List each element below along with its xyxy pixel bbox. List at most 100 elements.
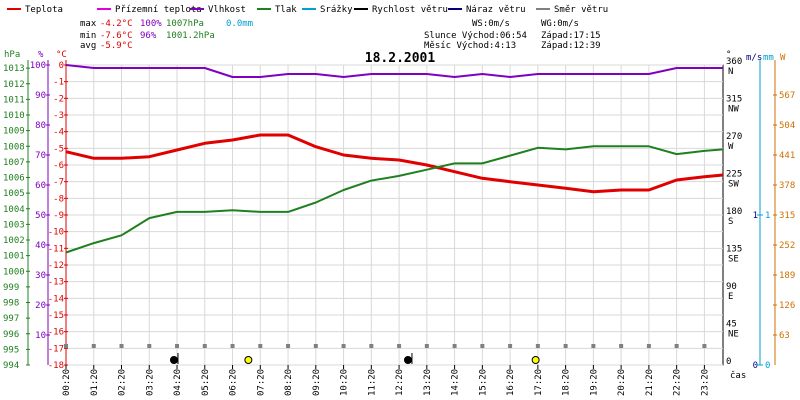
x-label-14: 14:20 (451, 369, 461, 396)
humidity-label-3: 40 (35, 241, 46, 251)
x-label-8: 08:20 (284, 369, 294, 396)
stats-min-label: min (80, 31, 96, 41)
direction-dir-3: SW (728, 180, 739, 190)
direction-dir-1: NW (728, 105, 739, 115)
direction-mark-9 (313, 344, 318, 348)
x-label-9: 09:20 (312, 369, 322, 396)
humidity-label-1: 20 (35, 301, 46, 311)
direction-label-0: 360 (726, 57, 742, 67)
x-label-22: 22:20 (673, 369, 683, 396)
direction-label-3: 225 (726, 170, 742, 180)
direction-mark-0 (64, 344, 68, 348)
direction-mark-22 (674, 344, 679, 348)
radiation-label-0: 63 (779, 331, 790, 341)
x-label-15: 15:20 (478, 369, 488, 396)
stats-block: max -4.2°C 100% 1007hPa 0.0mm min -7.6°C… (80, 19, 253, 51)
temperature-label-17: -17 (48, 344, 64, 354)
direction-mark-16 (508, 344, 513, 348)
legend: Teplota Přízemní teplota Vlhkost Tlak Srážky… (7, 5, 608, 15)
x-label-10: 10:20 (340, 369, 350, 396)
x-label-6: 06:20 (229, 369, 239, 396)
pressure-label-13: 1007 (3, 158, 25, 168)
humidity-label-4: 50 (35, 211, 46, 221)
temperature-label-12: -12 (48, 261, 64, 271)
pressure-label-5: 999 (3, 283, 19, 293)
stats-min-temp: -7.6°C (100, 31, 133, 41)
direction-mark-11 (369, 344, 374, 348)
stats-max-hum: 100% (140, 19, 162, 29)
x-label-1: 01:20 (90, 369, 100, 396)
temperature-label-9: -9 (53, 211, 64, 221)
x-label-7: 07:20 (256, 369, 266, 396)
time-unit: čas (730, 370, 746, 381)
humidity-label-2: 30 (35, 271, 46, 281)
axes: 9949959969979989991000100110021003100410… (3, 57, 795, 396)
humidity-label-8: 90 (35, 91, 46, 101)
legend-label-7: Směr větru (554, 5, 608, 15)
wind-label-1: 1 (753, 211, 758, 221)
pressure-label-16: 1010 (3, 111, 25, 121)
direction-label-6: 90 (726, 282, 737, 292)
direction-mark-6 (230, 344, 235, 348)
legend-label-0: Teplota (25, 5, 63, 15)
stats-max-temp: -4.2°C (100, 19, 133, 29)
temperature-label-4: -4 (53, 128, 64, 138)
x-label-2: 02:20 (118, 369, 128, 396)
moon_set-marker (403, 356, 412, 364)
direction-label-8: 0 (726, 357, 731, 367)
temperature-unit: °C (56, 50, 67, 60)
pressure-label-19: 1013 (3, 64, 25, 74)
radiation-label-8: 567 (779, 91, 795, 101)
temperature-label-11: -11 (48, 244, 64, 254)
info-moon-rise: Měsíc Východ:4:13 (424, 41, 516, 51)
radiation-label-3: 252 (779, 241, 795, 251)
x-label-11: 11:20 (367, 369, 377, 396)
legend-label-6: Náraz větru (466, 5, 526, 15)
direction-mark-21 (646, 344, 651, 348)
direction-mark-7 (258, 344, 263, 348)
temperature-label-18: -18 (48, 361, 64, 371)
temperature-label-3: -3 (53, 111, 64, 121)
info-sun-set: Západ:17:15 (541, 31, 601, 41)
x-label-4: 04:20 (173, 369, 183, 396)
x-label-12: 12:20 (395, 369, 405, 396)
x-label-13: 13:20 (423, 369, 433, 396)
radiation-unit: W (780, 53, 786, 63)
direction-dir-4: S (728, 217, 733, 227)
pressure-label-7: 1001 (3, 252, 25, 262)
radiation-label-6: 441 (779, 151, 795, 161)
direction-label-7: 45 (726, 320, 737, 330)
pressure-label-12: 1006 (3, 174, 25, 184)
temperature-label-6: -6 (53, 161, 64, 171)
axis-unit-headers: hPa % °C ° m/s mm W čas (4, 50, 786, 381)
direction-mark-23 (702, 344, 707, 348)
moon_rise-marker (169, 356, 178, 364)
humidity-unit: % (38, 50, 44, 60)
legend-label-5: Rychlost větru (372, 5, 448, 15)
pressure-unit: hPa (4, 50, 20, 60)
info-ws: WS:0m/s (472, 19, 510, 29)
pressure-label-17: 1011 (3, 95, 25, 105)
info-block: WS:0m/s WG:0m/s Slunce Východ:06:54 Zápa… (424, 19, 601, 51)
direction-label-2: 270 (726, 132, 742, 142)
series-line-0 (65, 133, 724, 194)
direction-mark-15 (480, 344, 485, 348)
direction-dir-2: W (728, 142, 734, 152)
temperature-label-13: -13 (48, 278, 64, 288)
pressure-label-18: 1012 (3, 80, 25, 90)
temperature-label-8: -8 (53, 194, 64, 204)
pressure-label-11: 1005 (3, 189, 25, 199)
direction-dir-6: E (728, 292, 733, 302)
direction-mark-19 (591, 344, 596, 348)
direction-mark-17 (535, 344, 540, 348)
temperature-label-14: -14 (48, 294, 64, 304)
temperature-label-16: -16 (48, 328, 64, 338)
direction-mark-4 (175, 344, 180, 348)
x-label-23: 23:20 (700, 369, 710, 396)
chart-title: 18.2.2001 (365, 51, 436, 66)
pressure-label-6: 1000 (3, 267, 25, 277)
pressure-label-4: 998 (3, 299, 19, 309)
direction-dir-5: SE (728, 255, 739, 265)
pressure-label-15: 1009 (3, 127, 25, 137)
